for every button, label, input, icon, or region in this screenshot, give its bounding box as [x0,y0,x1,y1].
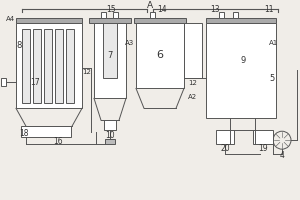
Bar [206,23,276,118]
Text: 5: 5 [269,74,275,83]
Bar [253,130,273,144]
Text: 18: 18 [19,129,29,138]
Bar [150,12,155,18]
Bar [33,29,41,103]
Bar [233,12,238,18]
Bar [55,29,63,103]
Bar [184,23,202,78]
Text: A1: A1 [269,40,279,46]
Bar [22,29,30,103]
Text: 16: 16 [53,137,63,146]
Bar [94,23,126,98]
Bar [16,23,82,108]
Bar [104,120,116,130]
Bar [21,126,71,137]
Bar [44,29,52,103]
Text: 4: 4 [280,151,284,160]
Text: 12: 12 [82,69,91,75]
Bar [66,29,74,103]
Text: 10: 10 [105,131,115,140]
Text: 15: 15 [106,5,116,14]
Bar [216,130,234,144]
Text: 7: 7 [107,51,113,60]
Bar [16,18,82,23]
Text: 13: 13 [210,5,220,14]
Text: 8: 8 [16,41,22,50]
Bar [89,18,131,23]
Text: A: A [147,1,153,10]
Text: A2: A2 [188,94,198,100]
Bar [103,23,117,78]
Text: 12: 12 [189,80,197,86]
Bar [101,12,106,18]
Bar [206,18,276,23]
Text: 20: 20 [220,144,230,153]
Bar [1,78,6,86]
Bar [134,18,186,23]
Text: A4: A4 [6,16,16,22]
Bar [105,139,115,144]
Text: 6: 6 [157,50,164,60]
Text: A3: A3 [125,40,135,46]
Text: 9: 9 [240,56,246,65]
Bar [219,12,224,18]
Bar [136,23,184,88]
Text: 14: 14 [157,5,167,14]
Text: 19: 19 [258,144,268,153]
Text: 11: 11 [264,5,274,14]
Text: 17: 17 [30,78,40,87]
Bar [113,12,118,18]
